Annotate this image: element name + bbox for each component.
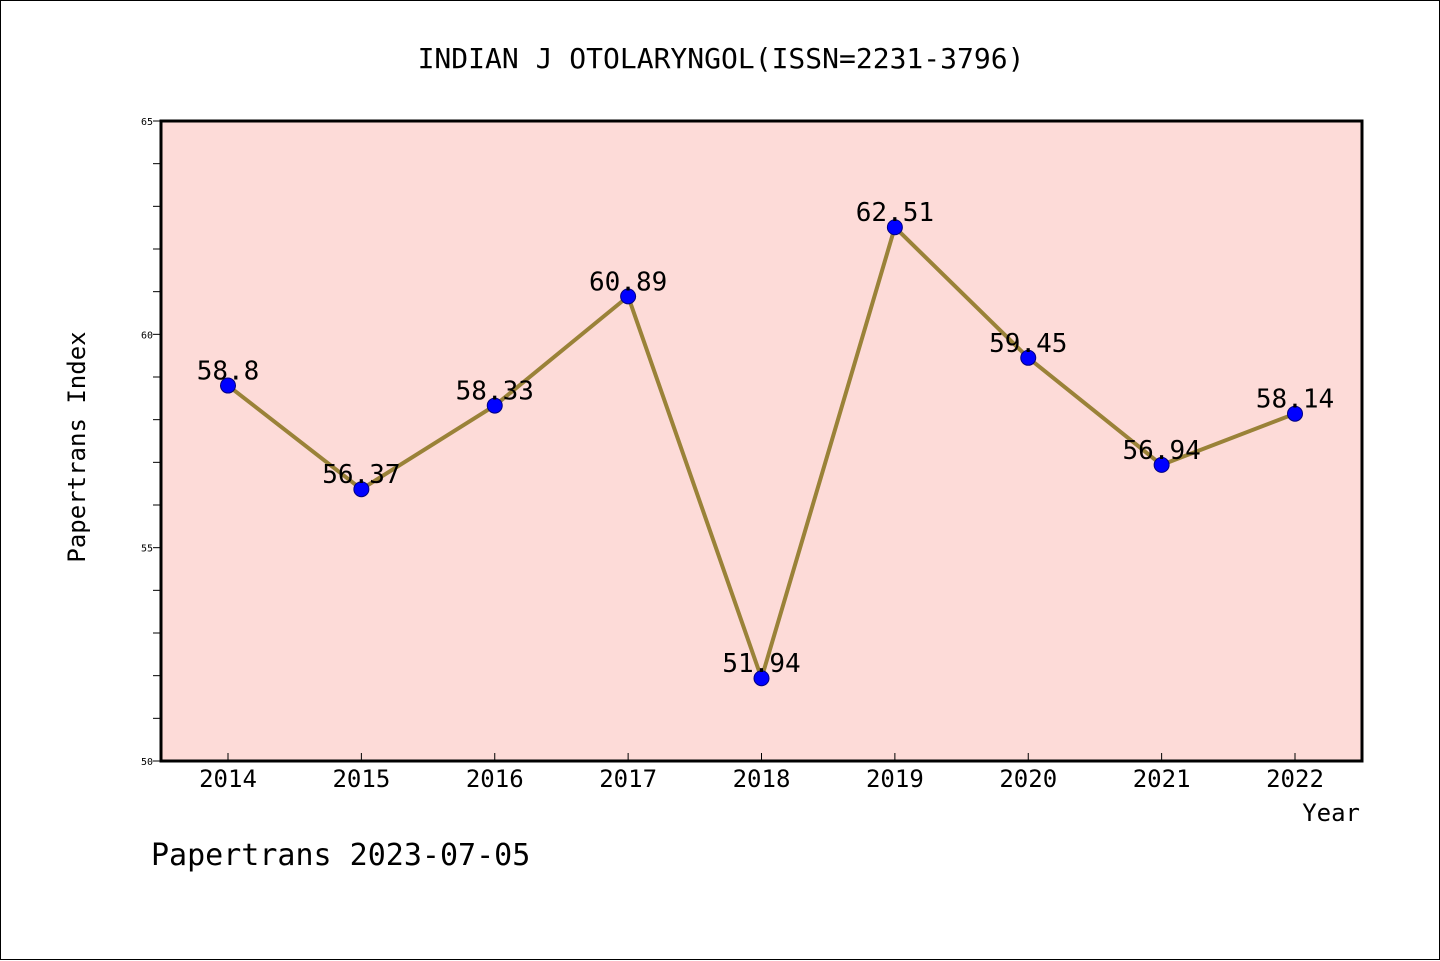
data-point: [1020, 349, 1037, 366]
data-point: [353, 481, 370, 498]
data-point: [886, 219, 903, 236]
y-tick-label: 65: [141, 117, 153, 128]
y-tick-label: 60: [141, 330, 153, 341]
x-tick-label: 2019: [866, 765, 924, 793]
x-tick-label: 2022: [1266, 765, 1324, 793]
plot-area: [161, 121, 1362, 761]
data-label: 56.37: [322, 460, 400, 490]
data-series: [220, 219, 1303, 687]
data-label: 59.45: [989, 329, 1067, 359]
footer-credit: Papertrans 2023-07-05: [151, 838, 530, 873]
data-point: [1287, 405, 1303, 422]
y-axis-title: Papertrans Index: [63, 331, 91, 562]
y-tick-label: 55: [141, 544, 153, 555]
plot-frame: [159, 119, 1364, 763]
data-point: [486, 397, 503, 414]
x-tick-label: 2017: [599, 765, 657, 793]
x-tick-label: 2020: [999, 765, 1057, 793]
data-labels: 58.8 56.37 58.33 60.89 51.94 62.51 59.45 56.94 5…: [197, 198, 1334, 679]
data-point: [620, 288, 637, 305]
x-tick-label: 2021: [1133, 765, 1191, 793]
data-point: [1153, 456, 1170, 473]
data-point: [220, 377, 236, 394]
data-label: 62.51: [856, 198, 934, 228]
data-label: 58.8: [197, 357, 260, 387]
x-tick-label: 2014: [199, 765, 257, 793]
data-label: 56.94: [1122, 436, 1200, 466]
data-label: 58.14: [1256, 385, 1334, 415]
data-label: 51.94: [722, 649, 800, 679]
x-axis: 2014 2015 2016 2017 2018 2019 2020 2021 2022: [199, 753, 1324, 793]
data-label: 58.33: [456, 377, 534, 407]
chart-title: INDIAN J OTOLARYNGOL(ISSN=2231-3796): [418, 42, 1025, 75]
x-tick-label: 2015: [332, 765, 390, 793]
x-tick-label: 2016: [466, 765, 524, 793]
data-label: 60.89: [589, 267, 667, 297]
data-point: [753, 670, 770, 687]
y-axis: 50 55 60 65: [141, 117, 161, 768]
x-tick-label: 2018: [733, 765, 791, 793]
y-tick-label: 50: [141, 757, 153, 768]
x-axis-title: Year: [1302, 799, 1360, 827]
